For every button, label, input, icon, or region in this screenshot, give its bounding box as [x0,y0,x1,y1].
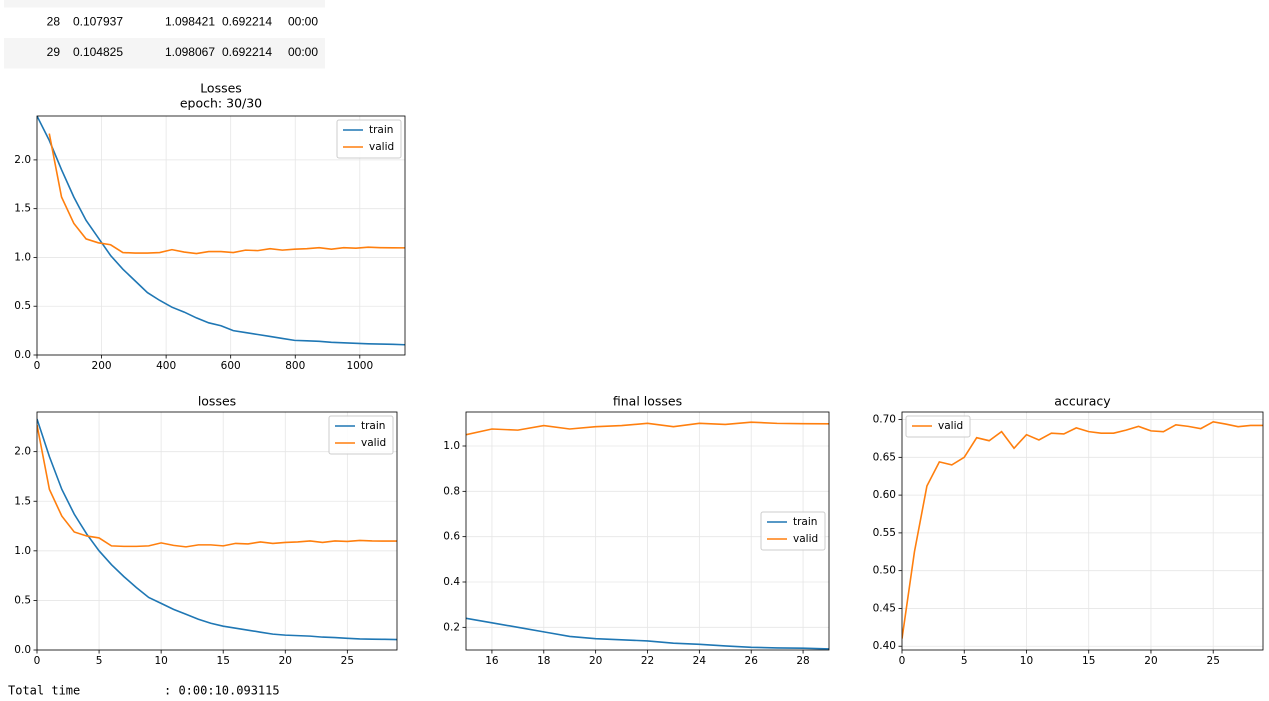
chart-title: Losses [200,81,242,96]
y-tick-label: 1.0 [443,440,460,452]
total-time-label: Total time [8,684,80,698]
chart-subtitle: epoch: 30/30 [180,96,262,111]
x-tick-label: 800 [285,360,305,372]
chart-title: losses [198,394,236,409]
y-tick-label: 1.5 [14,203,31,215]
y-tick-label: 0.8 [443,485,460,497]
y-tick-label: 0.50 [873,565,896,577]
legend-label: valid [793,533,818,545]
y-tick-label: 0.6 [443,531,460,543]
legend-label: train [361,420,385,432]
y-tick-label: 2.0 [14,154,31,166]
x-tick-label: 22 [641,655,654,667]
y-tick-label: 0.0 [14,349,31,361]
x-tick-label: 200 [92,360,112,372]
axes-frame [901,411,1264,651]
x-tick-label: 1000 [346,360,373,372]
legend-label: train [793,516,817,528]
table-cell: 0.104825 [73,45,123,59]
line-series [466,421,829,436]
legend-label: valid [361,437,386,449]
y-tick-label: 0.2 [443,621,460,633]
table-cell: 0.692214 [222,45,272,59]
y-tick-label: 0.5 [14,594,31,606]
y-tick-label: 0.4 [443,576,460,588]
table-cell: 00:00 [288,15,318,29]
x-tick-label: 25 [1207,655,1220,667]
axes-frame [36,115,406,356]
x-tick-label: 5 [96,655,103,667]
table-cell: 0.692214 [222,15,272,29]
table-row-bg [4,38,325,69]
y-tick-label: 0.60 [873,489,896,501]
total-time-value: : 0:00:10.093115 [164,684,280,698]
table-cell: 28 [47,15,61,29]
y-tick-label: 0.0 [14,644,31,656]
table-cell: 29 [47,45,61,59]
table-cell: 00:00 [288,45,318,59]
x-tick-label: 26 [745,655,759,667]
y-tick-label: 0.5 [14,300,31,312]
x-tick-label: 10 [154,655,167,667]
y-tick-label: 1.0 [14,545,31,557]
legend-label: valid [938,420,963,432]
y-tick-label: 0.40 [873,640,896,652]
y-tick-label: 1.0 [14,251,31,263]
x-tick-label: 28 [796,655,809,667]
axes-frame [465,411,830,651]
x-tick-label: 0 [34,655,41,667]
x-tick-label: 20 [589,655,602,667]
legend-box [905,415,971,438]
line-series [37,418,397,641]
x-tick-label: 400 [156,360,176,372]
x-tick-label: 20 [279,655,292,667]
table-cell: 1.098421 [165,15,215,29]
line-series [37,116,405,346]
x-tick-label: 5 [961,655,968,667]
x-tick-label: 25 [341,655,354,667]
y-tick-label: 0.70 [873,414,896,426]
x-tick-label: 15 [217,655,230,667]
line-series [466,617,829,650]
chart-title: accuracy [1054,394,1111,409]
table-cell: 1.098067 [165,45,215,59]
x-tick-label: 18 [537,655,550,667]
chart-title: final losses [613,394,682,409]
x-tick-label: 16 [485,655,499,667]
y-tick-label: 1.5 [14,495,31,507]
y-tick-label: 0.45 [873,602,896,614]
x-tick-label: 20 [1144,655,1157,667]
y-tick-label: 0.65 [873,451,896,463]
table-row-bg [4,0,325,8]
y-tick-label: 0.55 [873,527,896,539]
x-tick-label: 600 [221,360,241,372]
line-series [902,420,1263,639]
legend-label: valid [369,141,394,153]
axes-frame [36,411,398,651]
x-tick-label: 24 [693,655,707,667]
x-tick-label: 15 [1082,655,1095,667]
x-tick-label: 0 [34,360,41,372]
line-series [48,133,405,255]
y-tick-label: 2.0 [14,446,31,458]
x-tick-label: 0 [899,655,906,667]
x-tick-label: 10 [1020,655,1033,667]
table-cell: 0.107937 [73,15,123,29]
legend-label: train [369,124,393,136]
line-series [37,424,397,548]
